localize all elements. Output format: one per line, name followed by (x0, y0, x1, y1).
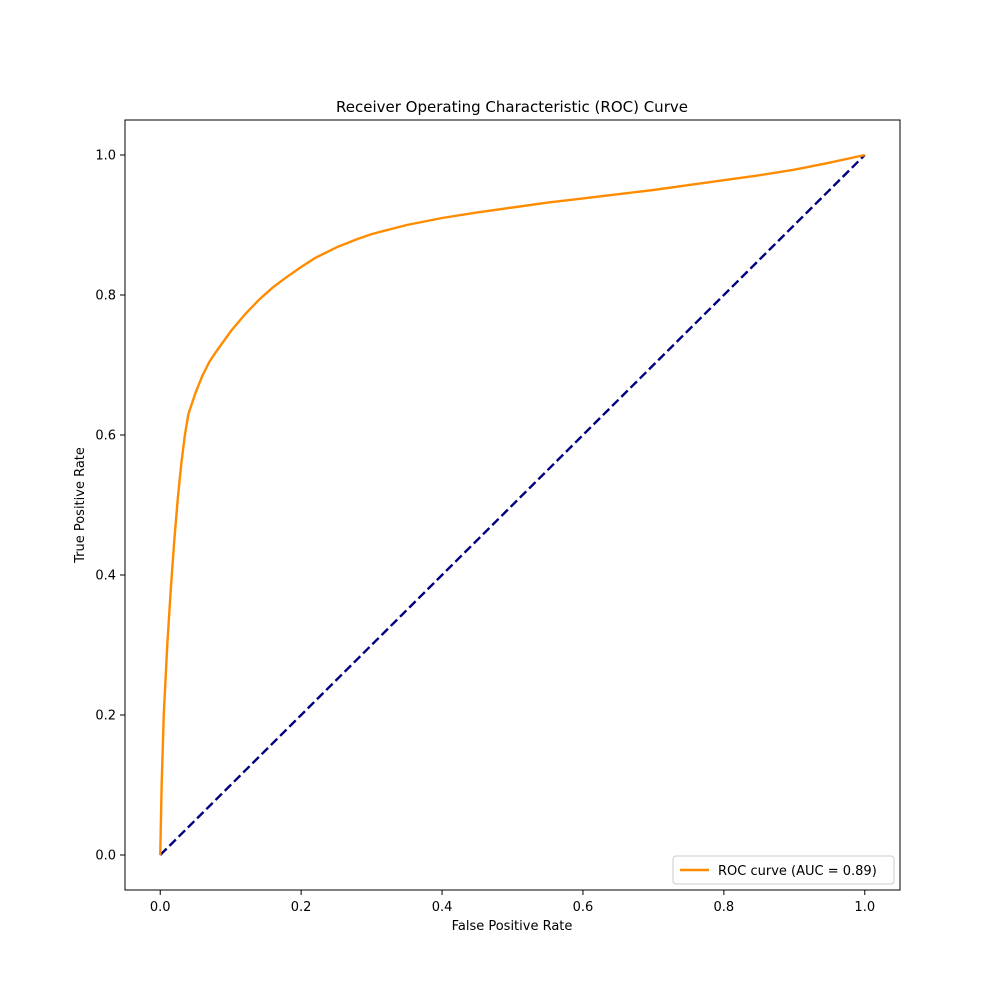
y-tick-label: 0.4 (95, 569, 116, 584)
x-tick-label: 1.0 (854, 900, 875, 915)
legend-label-roc: ROC curve (AUC = 0.89) (718, 864, 877, 879)
series-layer (159, 153, 866, 856)
legend: ROC curve (AUC = 0.89) (672, 855, 895, 885)
x-tick-label: 0.0 (150, 900, 171, 915)
y-tick-label: 0.8 (95, 289, 116, 304)
roc-curve-line (159, 153, 866, 856)
x-tick-label: 0.6 (573, 900, 594, 915)
chance-diagonal-line (159, 154, 866, 856)
y-tick-label: 0.2 (95, 709, 116, 724)
y-tick-label: 0.0 (95, 849, 116, 864)
y-tick-label: 1.0 (95, 149, 116, 164)
x-tick-label: 0.2 (291, 900, 312, 915)
y-axis-label: True Positive Rate (73, 447, 88, 564)
y-axis-ticks: 0.0 0.2 0.4 0.6 0.8 1.0 (95, 149, 125, 864)
y-tick-label: 0.6 (95, 429, 116, 444)
chart-title: Receiver Operating Characteristic (ROC) … (336, 98, 688, 116)
x-axis-ticks: 0.0 0.2 0.4 0.6 0.8 1.0 (150, 890, 875, 915)
x-tick-label: 0.8 (714, 900, 735, 915)
plot-frame (124, 119, 901, 891)
x-tick-label: 0.4 (432, 900, 453, 915)
legend-box (672, 855, 895, 885)
x-axis-label: False Positive Rate (452, 919, 573, 934)
